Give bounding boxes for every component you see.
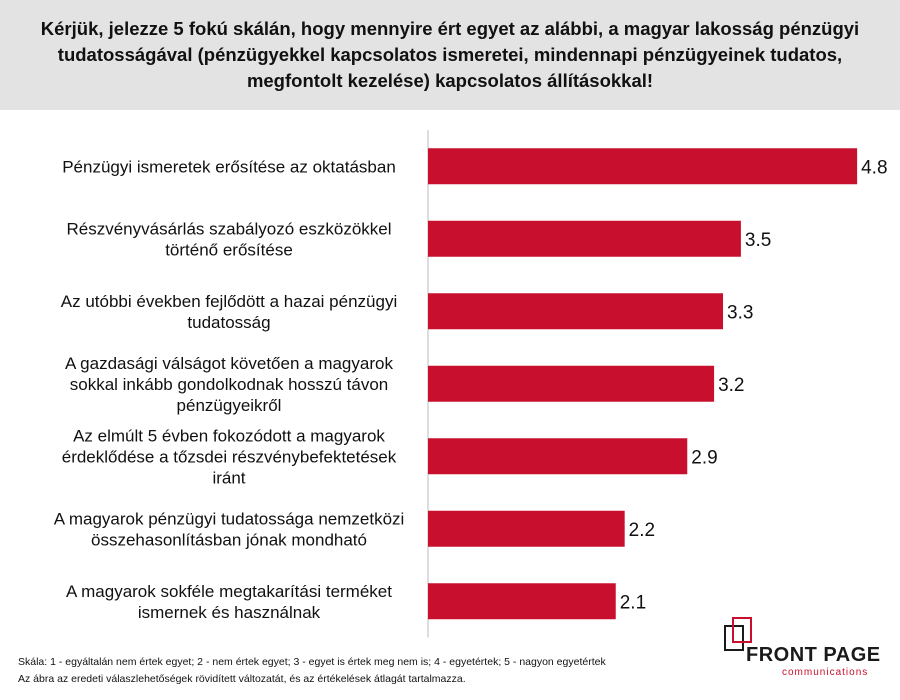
- data-label: 2.1: [620, 592, 646, 613]
- bar: [428, 365, 715, 402]
- data-label: 4.8: [861, 157, 887, 178]
- bar: [428, 148, 858, 185]
- logo-wordmark: FRONT PAGE: [746, 644, 881, 666]
- bar: [428, 438, 688, 475]
- logo-mark-icon: [724, 617, 752, 651]
- category-label: Részvényvásárlás szabályozó eszközökkel t…: [66, 219, 391, 259]
- front-page-logo: FRONT PAGE communications: [722, 614, 882, 686]
- bar: [428, 510, 625, 547]
- bar: [428, 583, 616, 620]
- bar: [428, 293, 724, 330]
- category-label: A gazdasági válságot követően a magyarok…: [65, 354, 393, 415]
- bar-chart: 4.8 Pénzügyi ismeretek erősítése az oktat…: [54, 130, 888, 638]
- data-label: 3.3: [727, 302, 753, 323]
- chart-header: Kérjük, jelezze 5 fokú skálán, hogy menn…: [0, 0, 900, 110]
- chart-title: Kérjük, jelezze 5 fokú skálán, hogy menn…: [40, 18, 860, 91]
- data-label: 3.2: [718, 375, 744, 396]
- category-label: A magyarok pénzügyi tudatossága nemzetkö…: [54, 509, 405, 549]
- category-label: Az utóbbi években fejlődött a hazai pénz…: [61, 292, 397, 332]
- data-label: 2.9: [691, 447, 717, 468]
- data-label: 2.2: [629, 520, 655, 541]
- logo-subtitle: communications: [782, 667, 869, 678]
- scale-footnote: Skála: 1 - egyáltalán nem értek egyet; 2…: [18, 656, 606, 668]
- bar: [428, 220, 741, 257]
- category-label: Pénzügyi ismeretek erősítése az oktatásb…: [62, 157, 396, 176]
- method-footnote: Az ábra az eredeti válaszlehetőségek röv…: [18, 673, 466, 685]
- category-label: A magyarok sokféle megtakarítási terméke…: [66, 582, 392, 622]
- category-label: Az elmúlt 5 évben fokozódott a magyarok é…: [62, 426, 397, 487]
- data-label: 3.5: [745, 230, 771, 251]
